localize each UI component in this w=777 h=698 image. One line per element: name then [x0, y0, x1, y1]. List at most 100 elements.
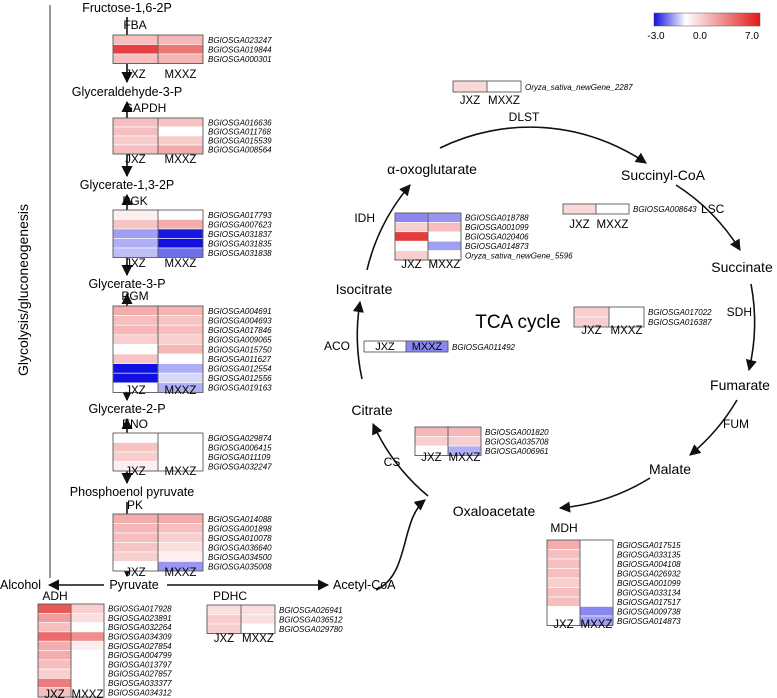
heatmap-dlst: DLST Oryza_sativa_newGene_2287 JXZ MXXZ	[452, 80, 633, 124]
heatmap-cell	[546, 606, 581, 617]
gene-label: BGIOSGA004691	[208, 307, 272, 316]
metabolite-oxoglutarate: α-oxoglutarate	[387, 161, 477, 177]
gene-label: BGIOSGA001898	[208, 524, 272, 533]
heatmap-cell	[579, 577, 614, 588]
gene-label: BGIOSGA009738	[617, 607, 681, 616]
gene-label: BGIOSGA015750	[208, 345, 272, 354]
metabolite-pyruvate: Pyruvate	[109, 578, 158, 592]
heatmap-pk: PK BGIOSGA014088BGIOSGA001898BGIOSGA01007…	[112, 498, 272, 579]
arc-fumarate-malate	[689, 399, 738, 456]
sample-label-mxxz: MXXZ	[165, 466, 197, 478]
sample-label-jxz: JXZ	[125, 385, 145, 397]
arc-succinate-fumarate	[745, 283, 757, 372]
gene-label: BGIOSGA004108	[617, 560, 681, 569]
arc-succinylcoa-succinate	[675, 184, 741, 251]
gene-label: BGIOSGA017928	[108, 605, 172, 614]
metabolite-succinate: Succinate	[711, 259, 773, 275]
heatmap-cell	[427, 231, 462, 242]
gene-label: BGIOSGA004693	[208, 316, 272, 325]
heatmap-cell	[70, 659, 105, 670]
heatmap-cell	[157, 126, 204, 137]
heatmap-cell	[157, 315, 204, 326]
heatmap-cell	[112, 247, 159, 258]
heatmap-cell	[394, 231, 429, 242]
tca-cycle-label: TCA cycle	[475, 312, 561, 333]
heatmap-cell	[546, 539, 581, 550]
metabolite-g3pa: Glycerate-3-P	[88, 277, 165, 291]
enzyme-label-pgk: PGK	[122, 194, 147, 208]
enzyme-label-fum: FUM	[723, 417, 749, 431]
enzyme-label-eno: ENO	[122, 417, 148, 431]
heatmap-cell	[112, 451, 159, 462]
gene-label: BGIOSGA000301	[208, 55, 272, 64]
sample-label-jxz: JXZ	[125, 567, 145, 579]
heatmap-cell	[157, 117, 204, 128]
sample-label-mxxz: MXXZ	[412, 341, 443, 353]
colorbar-gradient	[653, 12, 761, 27]
heatmap-cell	[112, 523, 159, 534]
gene-label: BGIOSGA027857	[108, 670, 172, 679]
heatmap-cell	[112, 513, 159, 524]
sample-label-jxz: JXZ	[375, 341, 395, 353]
heatmap-cell	[112, 532, 159, 543]
gene-label: BGIOSGA011627	[208, 355, 272, 364]
heatmap-cell	[70, 650, 105, 661]
heatmap-cell	[452, 80, 488, 93]
heatmap-cell	[546, 577, 581, 588]
heatmap-cell	[157, 363, 204, 374]
gene-label: BGIOSGA001099	[465, 223, 529, 232]
heatmap-fba: FBA BGIOSGA023247BGIOSGA019844BGIOSGA0003…	[112, 18, 272, 81]
heatmap-cell	[157, 324, 204, 336]
gene-label: BGIOSGA029874	[208, 434, 272, 443]
heatmap-cell	[37, 612, 72, 623]
enzyme-label-sdh: SDH	[727, 305, 752, 319]
gene-label: BGIOSGA013797	[108, 660, 172, 669]
metabolite-g3p: Glyceraldehyde-3-P	[72, 85, 182, 99]
arc-isocitrate-oxoglutarate	[366, 184, 411, 271]
enzyme-label-aco: ACO	[324, 339, 350, 353]
enzyme-label-pk: PK	[127, 498, 143, 512]
gene-label: BGIOSGA014873	[465, 242, 529, 251]
heatmap-cell	[414, 426, 449, 437]
sample-label-mxxz: MXXZ	[488, 95, 520, 107]
gene-label: BGIOSGA012556	[208, 374, 272, 383]
arc-malate-oxaloacetate	[558, 477, 651, 513]
arc-citrate-isocitrate	[352, 300, 364, 380]
gene-label: BGIOSGA032247	[208, 462, 272, 471]
gene-label: Oryza_sativa_newGene_2287	[525, 83, 633, 92]
heatmap-cell	[112, 315, 159, 326]
heatmap-cell	[112, 144, 159, 155]
sample-label-jxz: JXZ	[460, 95, 480, 107]
sample-label-mxxz: MXXZ	[429, 259, 461, 271]
heatmap-cell	[157, 238, 204, 249]
gene-label: BGIOSGA026932	[617, 569, 681, 578]
heatmap-cell	[112, 228, 159, 239]
gene-label: BGIOSGA001820	[485, 428, 549, 437]
gene-label: BGIOSGA017793	[208, 211, 272, 220]
gene-label: BGIOSGA034312	[108, 688, 172, 697]
gene-label: BGIOSGA015539	[208, 136, 272, 145]
gene-label: BGIOSGA023247	[208, 36, 272, 45]
metabolite-oxaloacetate: Oxaloacetate	[453, 503, 536, 519]
heatmap-cell	[579, 596, 614, 607]
heatmap-cell	[157, 532, 204, 543]
gene-label: BGIOSGA007623	[208, 220, 272, 229]
sample-label-mxxz: MXXZ	[597, 219, 629, 231]
gene-label: BGIOSGA008643	[633, 205, 697, 214]
metabolite-alcohol: Alcohol	[0, 578, 41, 592]
heatmap-cell	[112, 44, 159, 55]
gene-label: BGIOSGA018788	[465, 214, 529, 223]
sample-label-jxz: JXZ	[214, 633, 234, 645]
gene-label: BGIOSGA010078	[208, 534, 272, 543]
sample-label-jxz: JXZ	[401, 259, 421, 271]
heatmap-cell	[157, 44, 204, 55]
heatmap-cell	[70, 668, 105, 679]
heatmap-cell	[240, 604, 276, 615]
heatmap-cell	[112, 126, 159, 137]
sample-label-mxxz: MXXZ	[72, 689, 104, 698]
glycolysis-arrows	[47, 17, 330, 591]
tca-cycle-arrows	[352, 126, 757, 591]
heatmap-cell	[37, 659, 72, 670]
